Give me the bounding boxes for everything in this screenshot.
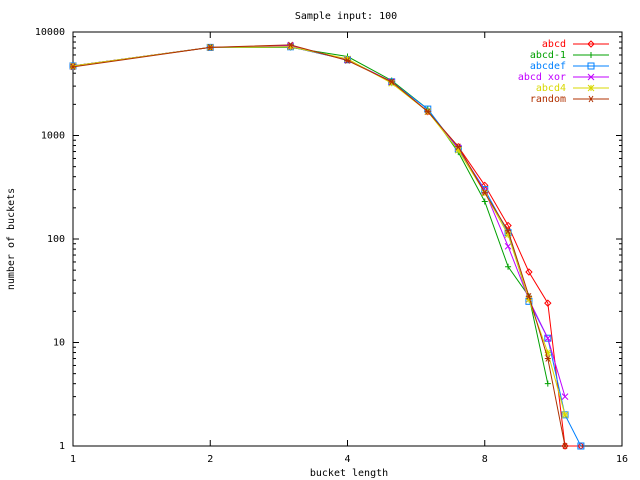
chart-title: Sample input: 100 bbox=[295, 11, 397, 22]
data-point bbox=[481, 181, 489, 190]
x-axis-label: bucket length bbox=[310, 468, 388, 479]
data-point bbox=[287, 43, 294, 51]
data-point bbox=[481, 189, 488, 196]
x-tick-label: 8 bbox=[482, 454, 488, 465]
legend-label: abcdef bbox=[530, 61, 566, 72]
data-point bbox=[587, 40, 595, 48]
data-point bbox=[70, 63, 76, 71]
legend-label: abcd xor bbox=[518, 72, 566, 83]
data-point bbox=[481, 198, 488, 205]
data-point bbox=[344, 55, 351, 63]
data-point bbox=[587, 62, 595, 70]
y-tick-label: 100 bbox=[47, 234, 65, 245]
data-point bbox=[388, 79, 396, 87]
y-tick-label: 1000 bbox=[41, 131, 65, 142]
data-point bbox=[69, 62, 77, 70]
data-point bbox=[525, 292, 532, 300]
data-point bbox=[505, 227, 512, 235]
data-point bbox=[424, 108, 431, 115]
data-point bbox=[561, 442, 569, 450]
x-tick-label: 16 bbox=[616, 454, 628, 465]
data-point bbox=[454, 146, 462, 154]
y-tick-label: 10 bbox=[53, 338, 65, 349]
y-tick-label: 1 bbox=[59, 441, 65, 452]
series-line bbox=[72, 46, 549, 384]
x-tick-label: 4 bbox=[344, 454, 350, 465]
series-abcd bbox=[69, 43, 585, 450]
data-point bbox=[525, 268, 533, 276]
legend-label: abcd4 bbox=[536, 83, 566, 94]
data-point bbox=[577, 442, 585, 450]
data-point bbox=[544, 334, 552, 342]
data-point bbox=[588, 52, 594, 58]
data-point bbox=[504, 231, 512, 239]
legend-label: random bbox=[530, 94, 566, 105]
data-point bbox=[544, 334, 552, 342]
data-point bbox=[504, 242, 512, 250]
x-tick-label: 2 bbox=[207, 454, 213, 465]
data-point bbox=[505, 263, 512, 270]
data-point bbox=[544, 380, 551, 387]
series-layer bbox=[69, 41, 585, 450]
data-point bbox=[587, 73, 595, 81]
data-point bbox=[588, 95, 594, 103]
x-axis: 1 2 4 8 16 bbox=[70, 32, 628, 465]
series-abcd-1 bbox=[70, 44, 551, 387]
x-tick-label: 1 bbox=[70, 454, 76, 465]
series-abcd4 bbox=[69, 43, 569, 419]
data-point bbox=[287, 41, 294, 49]
data-point bbox=[504, 221, 512, 230]
data-point bbox=[562, 442, 569, 450]
legend-label: abcd bbox=[542, 39, 566, 50]
data-point bbox=[344, 57, 351, 64]
data-point bbox=[544, 349, 552, 356]
data-point bbox=[561, 411, 569, 419]
data-point bbox=[587, 84, 595, 92]
data-point bbox=[455, 143, 462, 150]
data-point bbox=[207, 44, 214, 51]
data-point bbox=[544, 299, 552, 307]
data-point bbox=[561, 393, 569, 400]
series-line bbox=[72, 46, 581, 447]
series-line bbox=[72, 44, 566, 447]
data-point bbox=[525, 296, 533, 303]
y-axis: 1 10 100 1000 10000 bbox=[35, 27, 622, 452]
series-abcdef bbox=[69, 43, 585, 450]
series-line bbox=[72, 46, 582, 447]
data-point bbox=[544, 355, 551, 362]
y-axis-label: number of buckets bbox=[6, 188, 17, 290]
series-abcd-xor bbox=[69, 42, 569, 400]
legend-label: abcd-1 bbox=[530, 50, 566, 61]
y-tick-label: 10000 bbox=[35, 27, 65, 38]
series-random bbox=[70, 41, 569, 450]
data-point bbox=[388, 78, 395, 86]
series-line bbox=[72, 44, 566, 397]
series-line bbox=[72, 46, 566, 415]
